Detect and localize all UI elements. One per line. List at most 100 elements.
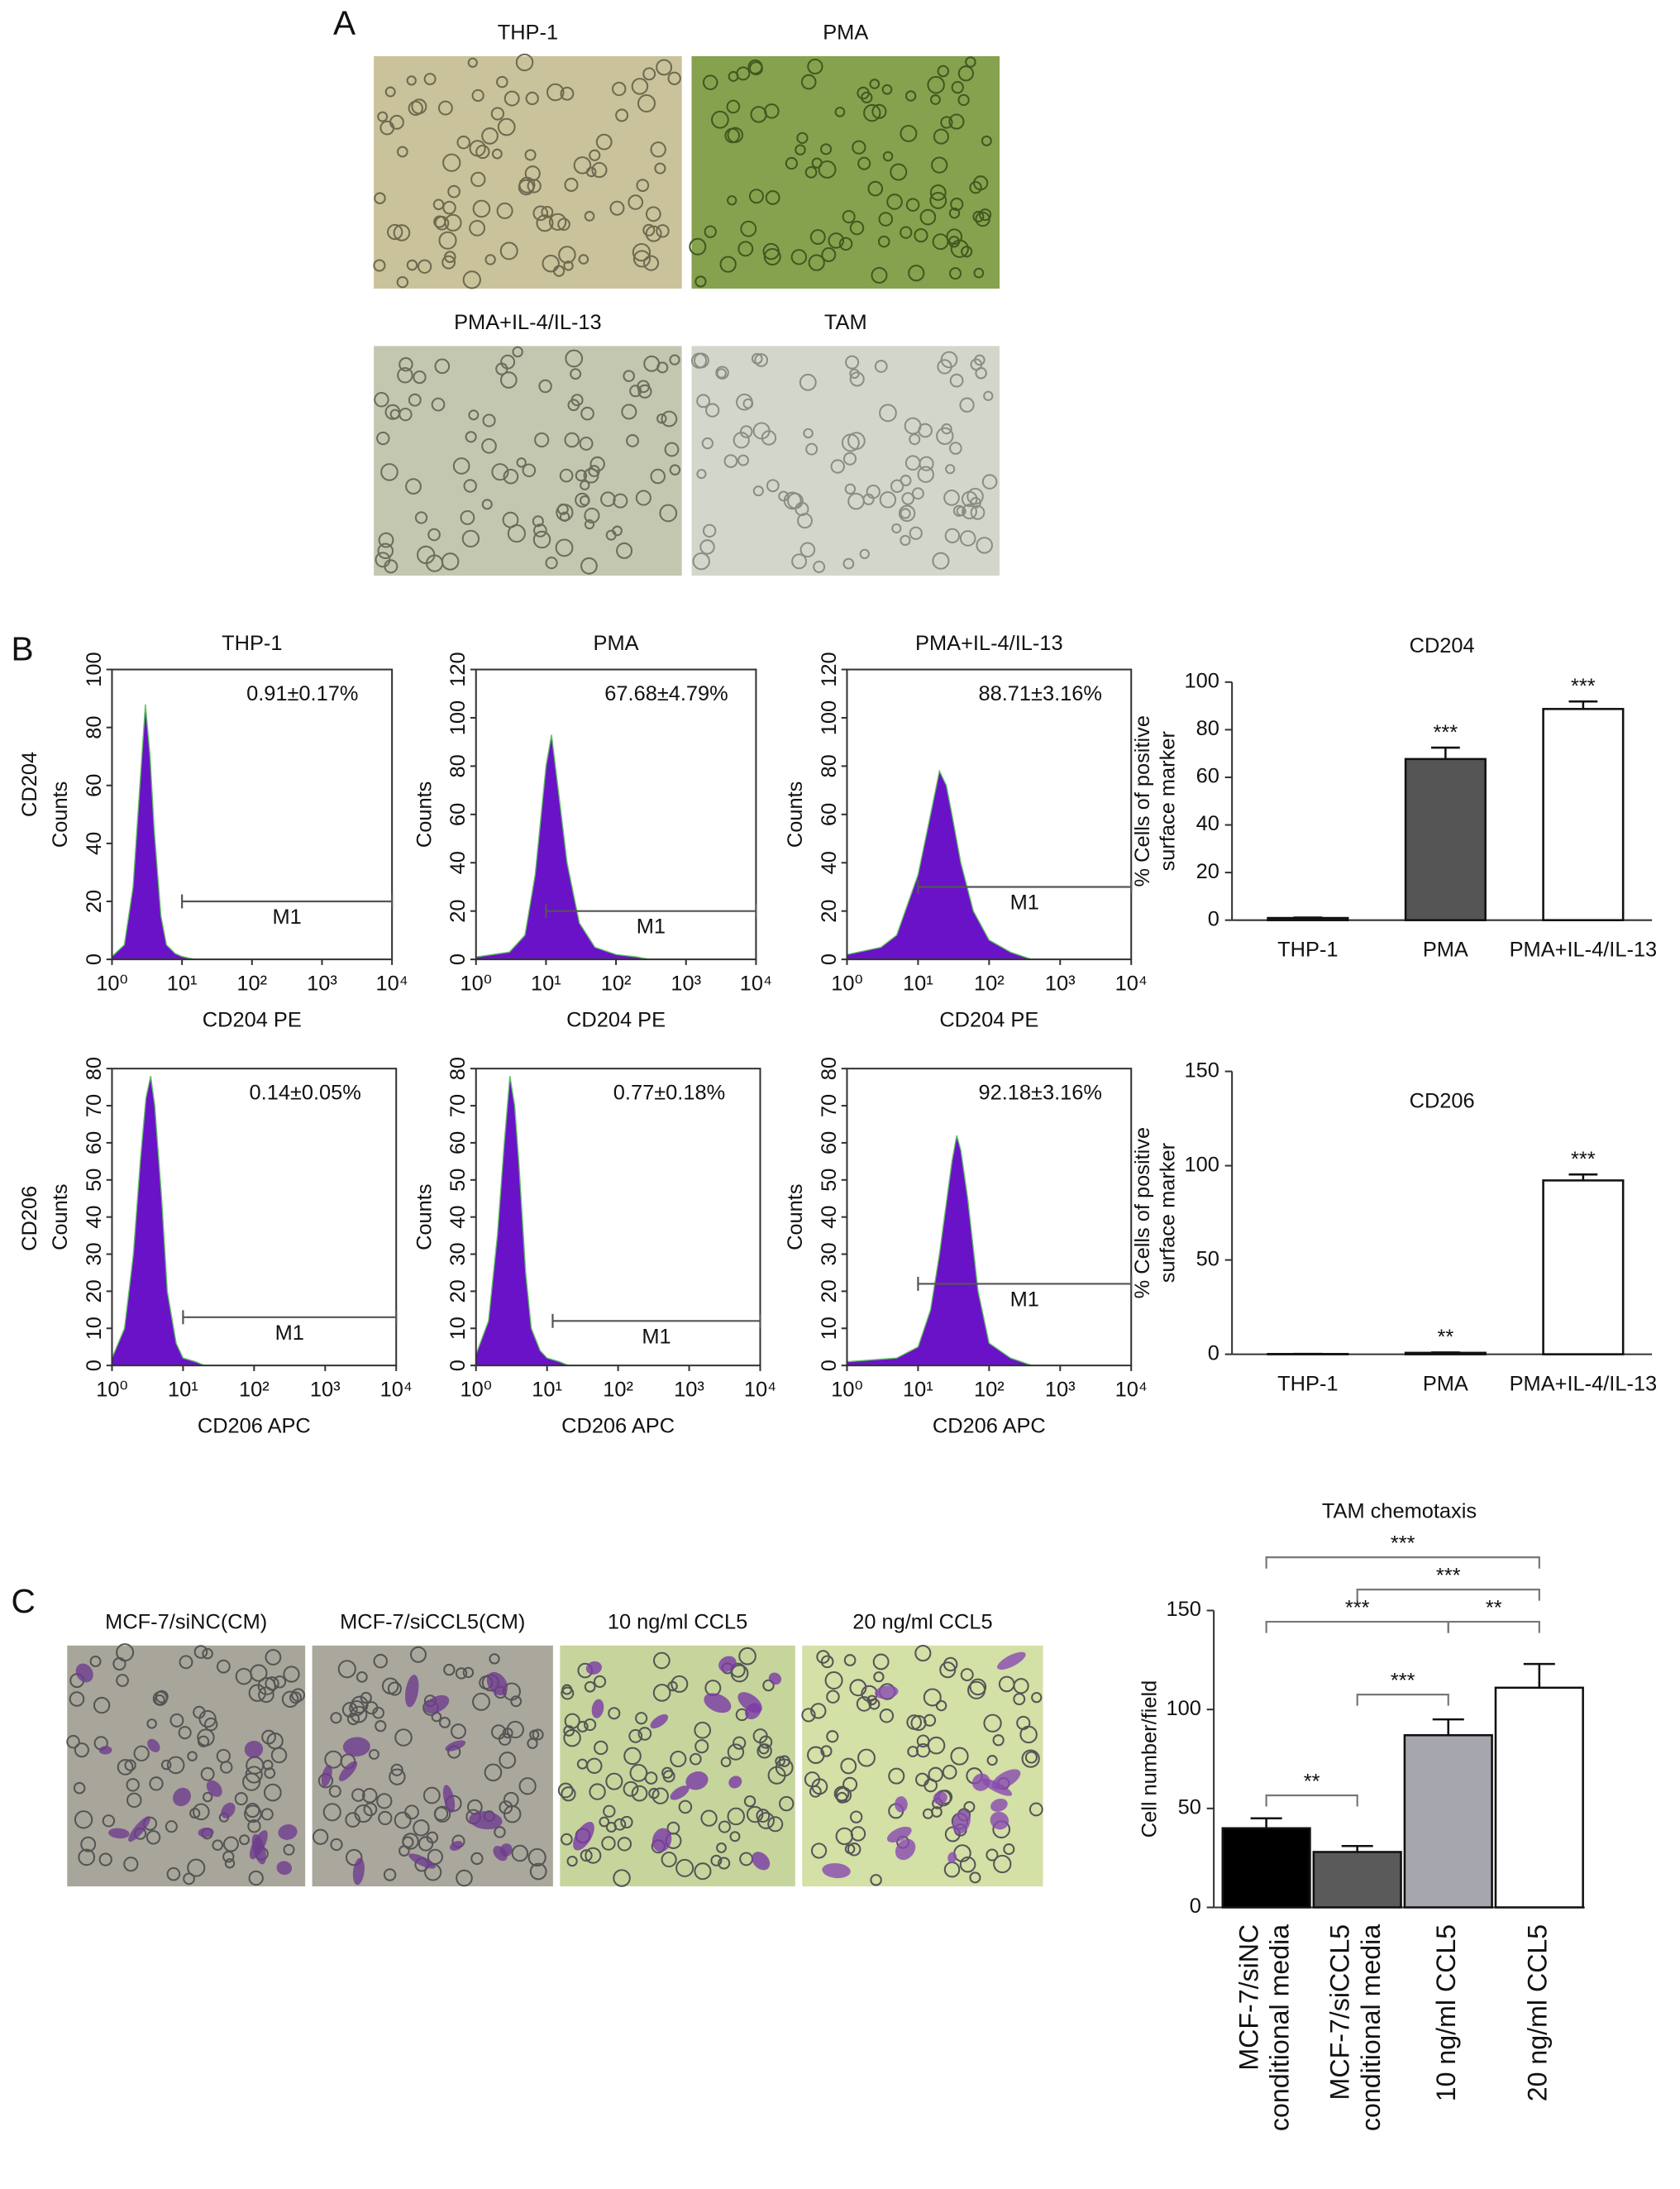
- cell: [811, 1778, 828, 1795]
- x-tick-label: 10⁰: [96, 972, 127, 995]
- y-tick-label: 10: [818, 1317, 841, 1340]
- cell: [399, 356, 413, 372]
- y-axis-label: Counts: [413, 1183, 436, 1250]
- x-tick-label: 10⁴: [740, 972, 772, 995]
- stained-cell: [342, 1737, 370, 1756]
- cell: [281, 1690, 299, 1709]
- cell: [727, 195, 737, 206]
- cell: [534, 432, 550, 448]
- cell: [737, 241, 754, 257]
- cell: [584, 507, 600, 523]
- cell: [928, 1766, 943, 1783]
- cell: [947, 236, 961, 248]
- y-tick-label: 20: [818, 900, 841, 923]
- cell: [345, 1812, 361, 1828]
- gate-label: M1: [272, 906, 301, 929]
- cell: [670, 1750, 687, 1768]
- cell: [502, 511, 519, 528]
- cell: [849, 1810, 863, 1823]
- cell: [73, 1781, 86, 1795]
- cell: [585, 166, 597, 178]
- cell: [491, 463, 509, 481]
- cell: [943, 490, 960, 506]
- cell: [193, 1645, 208, 1659]
- cell: [840, 1757, 857, 1775]
- cell: [632, 250, 651, 268]
- cell: [117, 1759, 134, 1776]
- cell: [729, 1831, 741, 1842]
- y-tick-label: 40: [818, 1206, 841, 1229]
- significance: ***: [1436, 1565, 1461, 1588]
- cell: [345, 1848, 363, 1866]
- gate-label: M1: [637, 915, 666, 939]
- cell: [900, 534, 911, 547]
- cell: [203, 1717, 218, 1732]
- cell: [378, 532, 394, 548]
- cell: [830, 459, 845, 474]
- cell: [652, 1684, 671, 1702]
- cell: [711, 110, 729, 129]
- stained-cell: [651, 1828, 672, 1852]
- cell: [847, 1842, 861, 1857]
- cell: [202, 1791, 213, 1803]
- y-tick-label: 20: [818, 1279, 841, 1302]
- cell: [804, 166, 818, 179]
- y-axis-label: surface marker: [1157, 731, 1180, 872]
- cell: [149, 1776, 164, 1791]
- y-tick-label: 40: [83, 832, 106, 855]
- y-tick-label: 0: [446, 1360, 470, 1371]
- cell: [1029, 1802, 1043, 1817]
- cell: [969, 1871, 981, 1884]
- cell: [585, 1847, 602, 1864]
- cell: [563, 1728, 581, 1747]
- cell: [484, 254, 496, 265]
- y-tick-label: 80: [83, 1057, 106, 1080]
- cell: [877, 235, 890, 248]
- x-tick-label: 10²: [974, 1378, 1005, 1401]
- cell: [666, 1821, 680, 1835]
- cell: [374, 391, 389, 408]
- cell: [187, 1858, 206, 1877]
- x-tick-label: 10⁰: [831, 972, 862, 995]
- stained-cell: [206, 1780, 222, 1797]
- stained-cell: [933, 1791, 947, 1804]
- cell: [605, 1772, 623, 1790]
- histogram-area: [475, 1076, 569, 1366]
- cell: [264, 1783, 282, 1802]
- cell: [414, 511, 428, 524]
- cell: [165, 1820, 178, 1833]
- cell: [155, 1690, 169, 1704]
- cell: [262, 1759, 274, 1771]
- cell: [518, 179, 535, 196]
- x-tick-label: 20 ng/ml CCL5: [1522, 1924, 1552, 2101]
- cell: [820, 1655, 834, 1669]
- cell: [324, 1750, 343, 1769]
- cell: [979, 208, 992, 222]
- cell: [849, 368, 860, 380]
- y-tick-label: 60: [818, 1131, 841, 1154]
- cell: [373, 259, 386, 272]
- stained-cell: [895, 1838, 916, 1861]
- x-tick-label: 10³: [1045, 1378, 1076, 1401]
- cell: [974, 354, 986, 366]
- significance: ***: [1434, 721, 1458, 744]
- cell: [349, 1699, 365, 1716]
- cell: [376, 431, 390, 446]
- plot-frame: [475, 668, 757, 961]
- y-tick-label: 0: [818, 954, 841, 965]
- significance: ***: [1391, 1532, 1415, 1556]
- cell: [826, 1730, 839, 1743]
- annotation: 92.18±3.16%: [978, 1081, 1101, 1104]
- chart-title: THP-1: [222, 632, 282, 655]
- cell: [778, 1755, 790, 1767]
- cell: [820, 143, 833, 155]
- stained-cell: [991, 1769, 1021, 1790]
- cell: [133, 1745, 150, 1761]
- cell: [494, 1826, 506, 1838]
- cell: [916, 1734, 930, 1748]
- x-axis-label: CD206 APC: [933, 1414, 1046, 1437]
- cell: [965, 56, 976, 68]
- cell: [727, 1743, 745, 1761]
- cell: [374, 192, 386, 204]
- cell: [950, 1747, 969, 1766]
